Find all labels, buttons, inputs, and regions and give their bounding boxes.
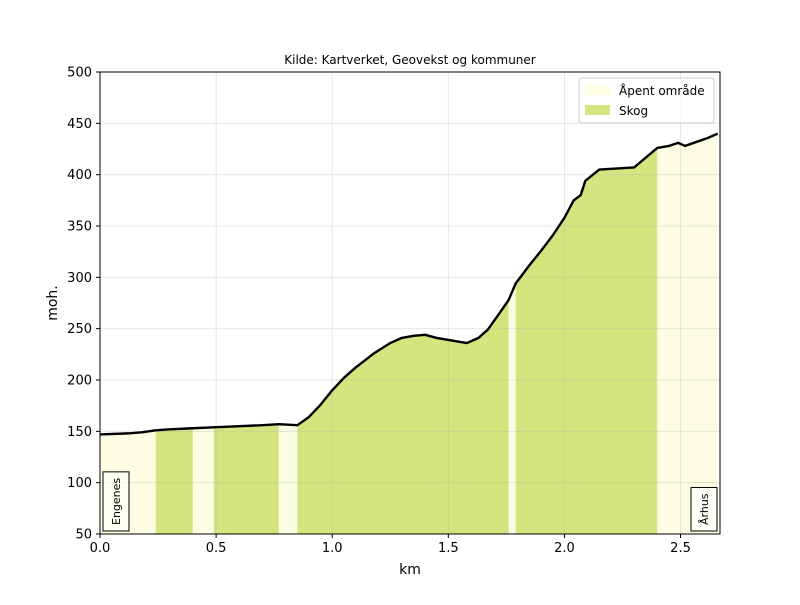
place-annotation-label: Århus [698,493,711,525]
land-cover-open-area-segment [508,283,516,534]
plot-frame [99,71,721,535]
profile-layer [99,132,719,436]
y-tick-label: 450 [67,117,92,132]
land-cover-forest-segment [515,147,658,534]
y-tick-label: 200 [67,374,92,389]
place-annotation-box [690,486,718,532]
land-cover-forest-segment [297,299,509,534]
x-tick-label: 2.0 [554,541,575,556]
legend-label-forest: Skog [619,104,648,118]
y-tick-label: 350 [67,220,92,235]
land-cover-layer [100,133,718,534]
place-annotation: Århus [690,486,718,532]
place-annotation-label: Engenes [110,478,123,525]
y-tick-label: 400 [67,168,92,183]
legend-swatch-open-area [585,85,610,95]
land-cover-open-area-segment [657,133,718,534]
x-tick-label: 2.5 [670,541,691,556]
y-tick-label: 150 [67,425,92,440]
tick-layer: 0.0 0.5 1.0 1.5 2.0 2.5 50 100 150 200 250 300 350 40… [67,66,691,557]
legend-label-open-area: Åpent område [619,83,705,98]
place-annotation: Engenes [102,471,130,532]
legend-swatch-forest [585,105,610,115]
x-tick-label: 1.0 [322,541,343,556]
y-tick-label: 500 [67,66,92,81]
elevation-profile-line [99,132,719,436]
y-axis-label: moh. [45,285,61,321]
land-cover-open-area-segment [278,424,298,534]
x-axis-label: km [399,562,421,578]
legend: Åpent område Skog [578,77,715,124]
land-cover-open-area-segment [192,427,214,534]
place-annotation-box [102,471,130,532]
y-tick-label: 300 [67,271,92,286]
y-tick-label: 100 [67,476,92,491]
legend-box [578,77,715,124]
land-cover-forest-segment [155,428,193,534]
land-cover-forest-segment [213,424,279,534]
chart-title: Kilde: Kartverket, Geovekst og kommuner [284,53,536,67]
y-tick-label: 50 [75,528,92,543]
x-tick-label: 0.0 [90,541,111,556]
annotation-layer: Engenes Århus [102,471,718,532]
y-tick-label: 250 [67,322,92,337]
x-tick-label: 0.5 [206,541,227,556]
x-tick-label: 1.5 [438,541,459,556]
